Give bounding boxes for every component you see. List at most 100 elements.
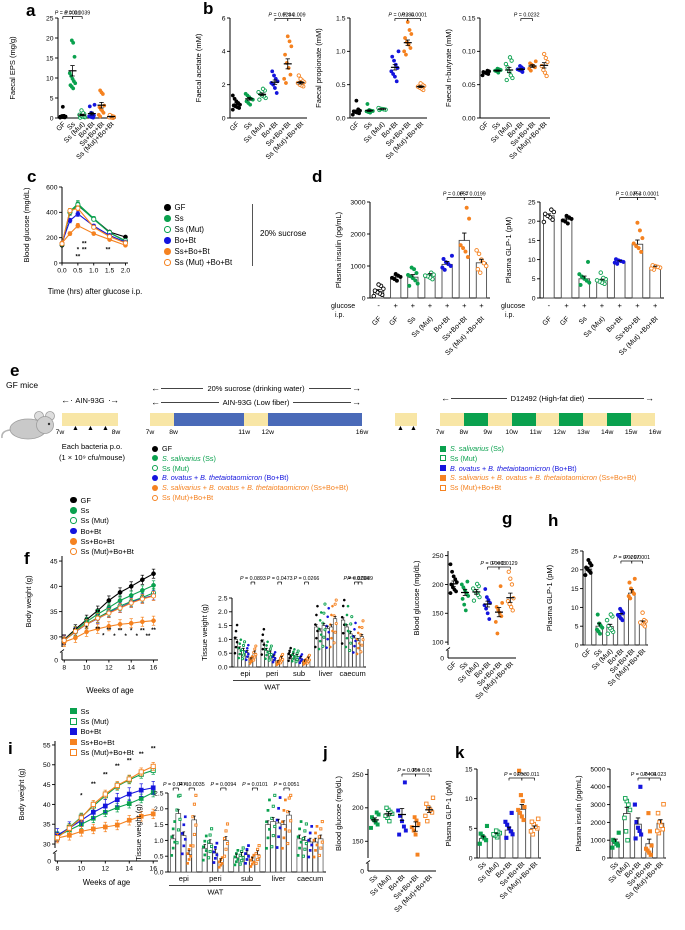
svg-text:Ss: Ss: [578, 315, 589, 326]
legend-item-label: Bo+Bt: [174, 236, 196, 245]
svg-text:0: 0: [54, 260, 58, 267]
svg-text:P = 0.0353: P = 0.0353: [616, 192, 642, 198]
diet-segment: [150, 413, 174, 426]
circle-marker-icon: [164, 248, 171, 255]
svg-text:P = 0.0232: P = 0.0232: [514, 13, 540, 19]
svg-text:8: 8: [56, 866, 60, 873]
legend-item-label: Ss (Mut): [174, 225, 204, 234]
legend-item: GF: [164, 202, 232, 213]
square-marker-icon: [440, 465, 446, 472]
svg-text:Time (hrs) after glucose i.p.: Time (hrs) after glucose i.p.: [48, 287, 143, 296]
svg-text:GF: GF: [55, 121, 67, 133]
svg-text:P = 0.01: P = 0.01: [412, 768, 432, 774]
circle-marker-icon: [152, 465, 158, 472]
svg-text:P = 0.0199: P = 0.0199: [460, 192, 486, 198]
panel-f-legend: GF Ss Ss (Mut) Bo+Bt Ss+Bo+Bt Ss (Mut)+Bo+Bt: [70, 495, 134, 557]
svg-text:1.5: 1.5: [218, 623, 228, 630]
svg-text:0: 0: [54, 658, 58, 665]
design-legend-item: GF: [152, 444, 172, 453]
svg-text:250: 250: [432, 553, 444, 560]
gavage-note: Each bacteria p.o.: [61, 442, 123, 451]
circle-marker-icon: [164, 226, 171, 233]
svg-text:*: *: [113, 634, 116, 640]
svg-text:10: 10: [465, 796, 473, 803]
svg-text:0.5: 0.5: [336, 82, 346, 89]
tissue-weight-chart-f: 0.0 0.5 1.0 1.5 2.0 2.5 Tissue weight (g) epi pe…: [196, 548, 373, 708]
week-tick-label: 16w: [355, 429, 369, 436]
design-legend-label: S. salivarius (Ss): [450, 444, 504, 453]
legend-item-label: GF: [174, 203, 186, 212]
legend-item: Ss (Mut) +Bo+Bt: [164, 257, 232, 268]
svg-text:2.0: 2.0: [218, 609, 228, 616]
svg-text:1.0: 1.0: [218, 637, 228, 644]
square-marker-icon: [70, 718, 77, 725]
legend-item-label: Ss (Mut)+Bo+Bt: [80, 547, 134, 557]
svg-text:**: **: [103, 773, 108, 779]
svg-text:Ss: Ss: [459, 661, 470, 672]
svg-text:50: 50: [43, 762, 51, 769]
svg-text:peri: peri: [266, 669, 279, 678]
svg-text:glucose: glucose: [331, 303, 355, 310]
week-tick-label: 8w: [169, 429, 178, 436]
svg-text:0.5: 0.5: [218, 651, 228, 658]
svg-text:2: 2: [222, 82, 226, 89]
circle-marker-icon: [70, 507, 77, 514]
svg-text:12: 12: [102, 866, 110, 873]
svg-text:Body weight (g): Body weight (g): [17, 768, 26, 821]
svg-text:0.0: 0.0: [218, 664, 228, 671]
svg-text:**: **: [82, 242, 87, 248]
week-tick-label: 14w: [600, 429, 614, 436]
design-legend-item: B. ovatus + B. thetaiotaomicron (Bo+Bt): [152, 473, 289, 482]
diet-segment: [559, 413, 584, 426]
legend-item-label: Ss: [80, 505, 90, 515]
svg-text:10: 10: [528, 257, 536, 264]
week-tick-label: 13w: [577, 429, 590, 436]
diet-segment: [173, 413, 245, 426]
diet-segment: [244, 413, 268, 426]
svg-text:Body weight (g): Body weight (g): [24, 575, 33, 628]
svg-text:P = 0.0001: P = 0.0001: [55, 11, 81, 17]
week-tick-label: 12w: [261, 429, 274, 436]
svg-text:1.0: 1.0: [89, 268, 99, 275]
legend-item: Ss (Mut): [70, 716, 134, 726]
svg-text:0: 0: [532, 295, 536, 302]
svg-text:**: **: [76, 254, 81, 260]
svg-text:150: 150: [432, 611, 444, 618]
blood-glucose-chart-g: 0 100 150 200 250 Blood glucose (mg/dL) GF Ss Ss…: [408, 535, 523, 715]
svg-text:+: +: [635, 301, 640, 310]
gavage-triangle-icon: ▲: [102, 425, 109, 432]
svg-text:30: 30: [43, 841, 51, 848]
glucose-tolerance-chart: 0 200 400 600 Blood glucose (mg/dL) 0.0 0.5 1.0…: [18, 175, 153, 297]
svg-text:*: *: [102, 633, 105, 639]
chart-svg: 0 30 35 40 45 Body weight (g) 8 10 12 14 16 Weeks o…: [24, 556, 158, 695]
gavage-triangle-icon: ▲: [410, 425, 417, 432]
svg-text:P = 0.0035: P = 0.0035: [179, 782, 205, 788]
experimental-design-panel: GF mice ← AIN-93G → 7w 8w ▲ ▲ ▲ Each bacteria p.…: [0, 358, 685, 528]
legend-item-label: Ss+Bo+Bt: [174, 247, 210, 256]
legend-item-label: Ss (Mut): [80, 516, 109, 526]
svg-text:sub: sub: [241, 874, 253, 883]
svg-text:+: +: [411, 301, 416, 310]
legend-item: Ss+Bo+Bt: [70, 536, 134, 546]
square-marker-icon: [70, 738, 77, 746]
diet-segment: [511, 413, 536, 426]
svg-text:P = 0.0267: P = 0.0267: [613, 555, 639, 561]
svg-text:P < 0.0001: P < 0.0001: [624, 555, 650, 561]
svg-text:P = 0.006: P = 0.006: [397, 768, 420, 774]
svg-text:20: 20: [46, 35, 54, 42]
diet-segment: [487, 413, 512, 426]
svg-text:Faecal n-butyrate (mM): Faecal n-butyrate (mM): [444, 29, 453, 107]
svg-text:6: 6: [222, 15, 226, 22]
chart-svg: 0 30 35 40 45 50 55 Body weight (g) 8 10 12 14 16 Wee…: [17, 741, 158, 887]
svg-text:**: **: [127, 758, 132, 764]
mouse-icon: [1, 411, 55, 440]
svg-text:**: **: [146, 634, 151, 640]
svg-text:i.p.: i.p.: [505, 312, 514, 319]
square-marker-icon: [440, 445, 446, 452]
svg-text:+: +: [445, 301, 450, 310]
legend-item: GF: [70, 495, 134, 505]
week-tick-label: 16w: [648, 429, 662, 436]
svg-text:+: +: [462, 301, 467, 310]
